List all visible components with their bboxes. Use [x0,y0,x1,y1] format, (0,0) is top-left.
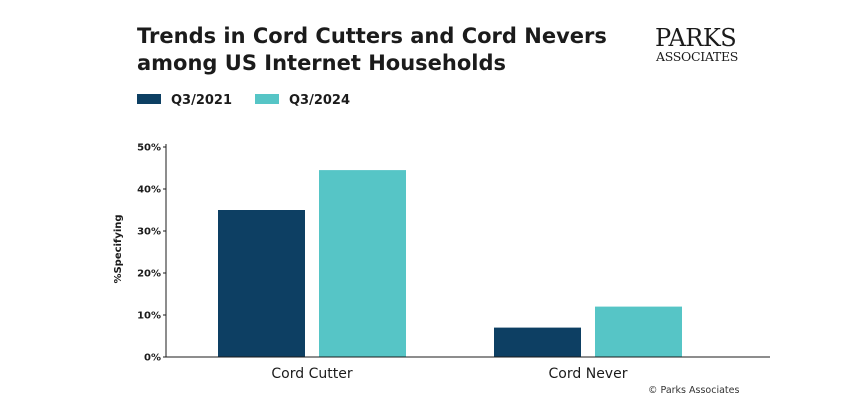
bar-cord-never-q3-2024 [595,306,682,357]
y-tick-marks [163,146,166,358]
copyright-text: © Parks Associates [648,385,739,396]
bars [218,170,682,357]
legend-swatch-q3-2024 [255,94,279,104]
x-category-label-cord-never: Cord Never [549,366,628,382]
logo-word-parks: PARKS [655,24,736,52]
chart-title-line-2: among US Internet Households [137,51,506,75]
legend-label-q3-2021: Q3/2021 [171,93,232,108]
y-tick-label-30: 30% [137,227,161,238]
y-axis-label: %Specifying [113,214,124,283]
parks-associates-logo: PARKS ASSOCIATES [655,24,738,64]
bar-cord-cutter-q3-2021 [218,210,305,357]
y-tick-label-40: 40% [137,185,161,196]
logo-word-associates: ASSOCIATES [655,49,738,64]
legend-swatch-q3-2021 [137,94,161,104]
y-tick-label-20: 20% [137,269,161,280]
y-axis-ticks: 0% 10% 20% 30% 40% 50% [137,143,161,364]
y-tick-label-50: 50% [137,143,161,154]
chart-title-line-1: Trends in Cord Cutters and Cord Nevers [137,24,607,48]
x-category-label-cord-cutter: Cord Cutter [271,366,352,382]
bar-cord-cutter-q3-2024 [319,170,406,357]
y-tick-label-10: 10% [137,311,161,322]
legend: Q3/2021 Q3/2024 [137,93,350,108]
legend-label-q3-2024: Q3/2024 [289,93,350,108]
y-tick-label-0: 0% [144,353,161,364]
bar-cord-never-q3-2021 [494,327,581,357]
